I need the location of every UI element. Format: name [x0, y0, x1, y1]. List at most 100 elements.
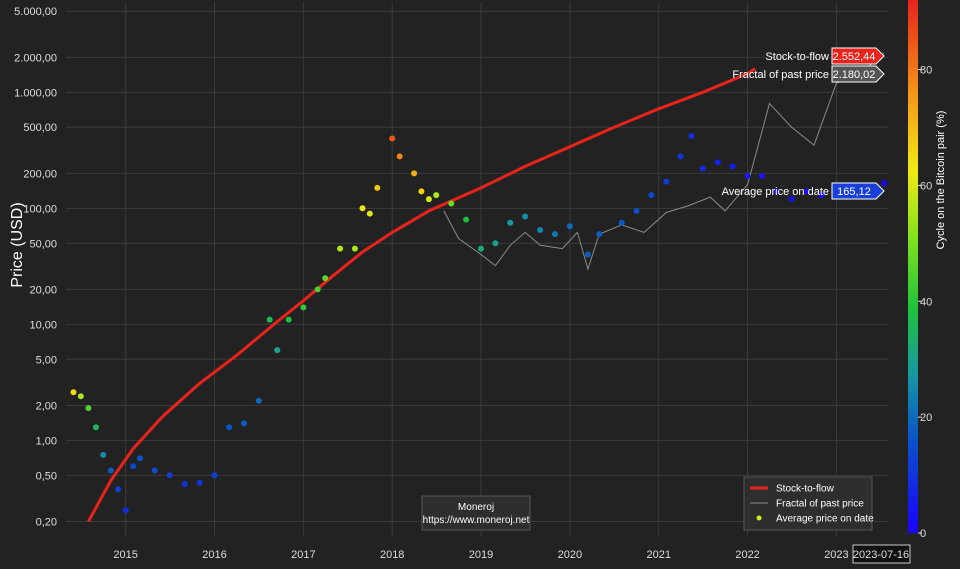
price-tag-value: 2.180,02	[833, 69, 876, 81]
data-point	[130, 463, 137, 470]
colorbar-tick-label: 0	[920, 528, 926, 540]
watermark-box	[421, 495, 531, 531]
series-fractal-of-past-price	[443, 52, 885, 271]
data-point	[92, 424, 99, 431]
data-point	[788, 196, 795, 203]
y-tick-label: 20,00	[29, 284, 57, 296]
data-point	[773, 188, 780, 195]
y-tick-label: 5,00	[36, 354, 57, 366]
y-tick-label: 0,50	[36, 470, 57, 482]
price-tag-box	[831, 182, 885, 200]
x-tick-label: 2023	[824, 549, 848, 561]
data-point	[677, 153, 684, 160]
colorbar-tick-label: 20	[920, 412, 932, 424]
colorbar-gradient	[908, 0, 918, 533]
series-layer	[70, 52, 888, 523]
data-point	[729, 163, 736, 170]
price-tag-value: 2.552,44	[833, 51, 876, 63]
data-point	[389, 135, 396, 142]
legend-entry: Fractal of past price	[750, 499, 864, 510]
data-point	[818, 192, 825, 199]
series-stock-to-flow	[87, 67, 756, 523]
data-point	[618, 219, 625, 226]
data-point	[507, 219, 514, 226]
data-point	[85, 405, 92, 412]
data-point	[322, 275, 329, 282]
data-point	[255, 397, 262, 404]
data-point	[300, 304, 307, 311]
colorbar-tick-label: 60	[920, 180, 932, 192]
data-point	[181, 481, 188, 488]
data-point	[122, 507, 129, 514]
x-tick-label: 2015	[113, 549, 137, 561]
colorbar: 0 20 40 60 80 Cycle on the Bitcoin pair (%)	[908, 0, 947, 540]
data-point	[107, 467, 114, 474]
data-point	[688, 133, 695, 139]
date-tag-box	[852, 544, 911, 564]
x-tick-label: 2018	[380, 549, 404, 561]
data-point	[366, 210, 373, 217]
series-line	[87, 67, 756, 523]
price-tag-box	[831, 47, 885, 65]
price-tag-value: 165,12	[837, 186, 871, 198]
legend-entry: Stock-to-flow	[750, 484, 835, 495]
data-point	[425, 196, 432, 203]
legend-label: Fractal of past price	[776, 499, 864, 510]
y-tick-label: 5.000,00	[14, 6, 57, 18]
data-point	[351, 245, 358, 252]
legend-label: Average price on date	[776, 514, 874, 525]
data-point	[396, 153, 403, 160]
data-point	[478, 245, 484, 252]
data-point	[744, 173, 751, 179]
price-tag-label: Average price on date	[722, 186, 829, 198]
data-point	[100, 451, 107, 458]
data-point	[226, 424, 233, 431]
data-point	[211, 472, 218, 479]
watermark: Moneroj https://www.moneroj.net	[421, 495, 531, 531]
data-point	[337, 245, 344, 252]
y-tick-label: 1.000,00	[14, 87, 57, 99]
y-tick-label: 200,00	[23, 168, 57, 180]
data-point	[803, 188, 810, 195]
data-point	[714, 159, 721, 166]
y-tick-label: 10,00	[29, 319, 57, 331]
data-point	[240, 420, 247, 427]
data-point	[584, 251, 591, 258]
colorbar-ticks: 0 20 40 60 80	[918, 65, 932, 540]
date-tag: 2023-07-16	[852, 544, 911, 564]
colorbar-label: Cycle on the Bitcoin pair (%)	[935, 111, 947, 250]
colorbar-tick-label: 80	[920, 65, 932, 77]
x-tick-label: 2021	[646, 549, 670, 561]
data-point	[552, 231, 558, 238]
y-tick-label: 50,00	[29, 238, 57, 250]
data-point	[411, 170, 418, 177]
data-point	[663, 178, 670, 185]
x-tick-label: 2020	[558, 549, 582, 561]
data-point	[70, 389, 77, 396]
gridlines	[66, 2, 888, 536]
y-tick-label: 0,20	[36, 517, 57, 529]
watermark-line1: Moneroj	[458, 502, 494, 513]
y-tick-label: 1,00	[36, 435, 57, 447]
series-line	[443, 52, 885, 271]
price-tag-box	[831, 65, 885, 83]
y-tick-label: 2,00	[36, 400, 57, 412]
data-point	[633, 207, 640, 214]
price-tag: Stock-to-flow 2.552,44	[765, 47, 885, 65]
legend-label: Stock-to-flow	[776, 484, 835, 495]
data-point	[648, 192, 655, 199]
legend-swatch	[756, 515, 762, 521]
data-point	[522, 213, 529, 220]
x-tick-label: 2022	[735, 549, 759, 561]
x-tick-label: 2016	[202, 549, 226, 561]
data-point	[151, 467, 158, 474]
colorbar-tick-label: 40	[920, 296, 932, 308]
price-tags: Stock-to-flow 2.552,44 Fractal of past pri…	[722, 47, 885, 200]
price-tag-label: Stock-to-flow	[765, 51, 829, 63]
y-axis-label: Price (USD)	[9, 202, 26, 287]
price-tag: Average price on date 165,12	[722, 182, 885, 200]
y-axis-ticks: 5.000,00 2.000,00 1.000,00 500,00 200,00 100,…	[14, 6, 57, 528]
data-point	[537, 227, 544, 233]
legend: Stock-to-flow Fractal of past price Averag…	[743, 476, 874, 531]
